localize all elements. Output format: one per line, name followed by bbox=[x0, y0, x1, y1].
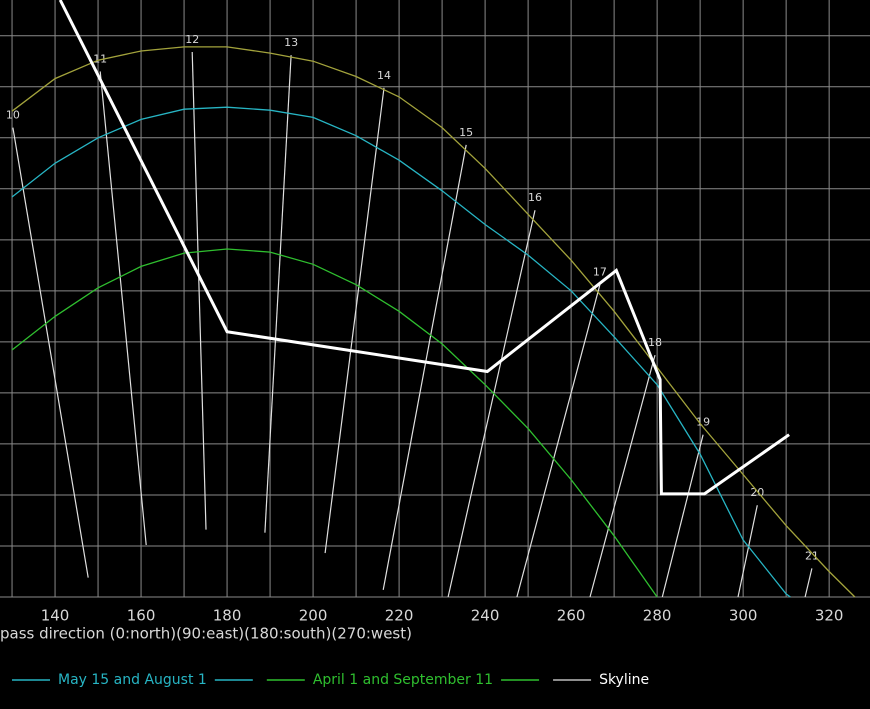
hour-line bbox=[324, 87, 385, 554]
legend-label: April 1 and September 11 bbox=[313, 672, 493, 688]
x-tick-label: 280 bbox=[643, 607, 672, 625]
hour-line bbox=[737, 505, 758, 598]
x-tick-label: 300 bbox=[729, 607, 758, 625]
series-line bbox=[11, 248, 658, 598]
x-tick-label: 160 bbox=[127, 607, 156, 625]
hour-line bbox=[804, 568, 813, 598]
hour-line bbox=[382, 144, 467, 591]
hour-line bbox=[191, 51, 207, 530]
hour-line bbox=[589, 354, 656, 598]
hour-line bbox=[661, 434, 704, 598]
x-tick-label: 220 bbox=[385, 607, 414, 625]
hour-label: 13 bbox=[284, 36, 298, 49]
hour-label: 16 bbox=[528, 191, 542, 204]
x-axis-label: pass direction (0:north)(90:east)(180:so… bbox=[0, 625, 412, 643]
hour-label: 17 bbox=[593, 266, 607, 279]
series-line bbox=[11, 106, 791, 598]
x-tick-label: 200 bbox=[299, 607, 328, 625]
hour-line bbox=[99, 71, 147, 546]
legend-label: May 15 and August 1 bbox=[58, 672, 207, 688]
hour-label: 21 bbox=[805, 549, 819, 562]
hour-line bbox=[516, 284, 601, 598]
hour-label: 10 bbox=[6, 109, 20, 122]
x-tick-label: 180 bbox=[213, 607, 242, 625]
x-tick-label: 320 bbox=[815, 607, 844, 625]
hour-label: 14 bbox=[377, 69, 391, 82]
hour-label: 18 bbox=[648, 336, 662, 349]
legend-label: Skyline bbox=[599, 672, 649, 688]
x-tick-label: 140 bbox=[41, 607, 70, 625]
hour-label: 11 bbox=[93, 52, 107, 65]
hour-line bbox=[264, 55, 292, 533]
series-line bbox=[58, 0, 790, 496]
hour-label: 12 bbox=[185, 33, 199, 46]
x-tick-label: 260 bbox=[557, 607, 586, 625]
hour-line bbox=[447, 210, 536, 598]
hour-label: 19 bbox=[696, 416, 710, 429]
series-line bbox=[11, 46, 856, 598]
hour-line bbox=[12, 127, 89, 578]
hour-label: 15 bbox=[459, 126, 473, 139]
x-tick-label: 240 bbox=[471, 607, 500, 625]
